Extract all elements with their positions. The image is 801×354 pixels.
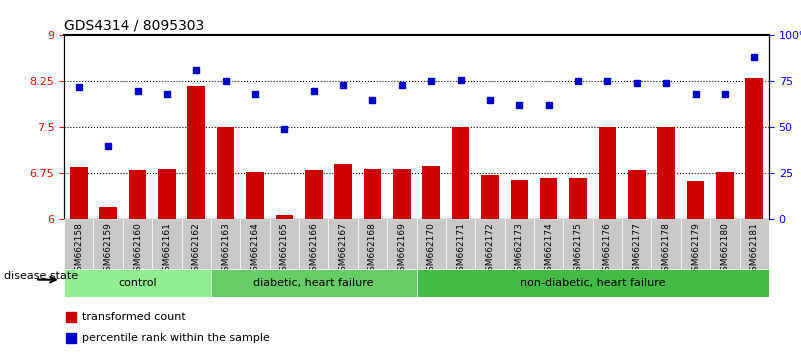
FancyBboxPatch shape — [94, 219, 123, 269]
Text: GDS4314 / 8095303: GDS4314 / 8095303 — [64, 19, 204, 33]
Text: GSM662170: GSM662170 — [427, 222, 436, 277]
FancyBboxPatch shape — [534, 219, 563, 269]
Text: GSM662168: GSM662168 — [368, 222, 377, 277]
Bar — [217, 127, 235, 354]
Text: GSM662179: GSM662179 — [691, 222, 700, 277]
Text: disease state: disease state — [4, 271, 78, 281]
Text: GSM662165: GSM662165 — [280, 222, 289, 277]
Text: GSM662180: GSM662180 — [720, 222, 730, 277]
FancyBboxPatch shape — [593, 219, 622, 269]
Bar — [70, 167, 87, 354]
FancyBboxPatch shape — [475, 219, 505, 269]
Text: GSM662177: GSM662177 — [632, 222, 642, 277]
Text: GSM662166: GSM662166 — [309, 222, 318, 277]
Text: percentile rank within the sample: percentile rank within the sample — [82, 333, 270, 343]
Bar — [305, 170, 323, 354]
Text: GSM662173: GSM662173 — [515, 222, 524, 277]
FancyBboxPatch shape — [123, 219, 152, 269]
Bar — [422, 166, 440, 354]
Bar — [716, 172, 734, 354]
Text: GSM662178: GSM662178 — [662, 222, 670, 277]
FancyBboxPatch shape — [387, 219, 417, 269]
Bar — [364, 169, 381, 354]
FancyBboxPatch shape — [211, 219, 240, 269]
FancyBboxPatch shape — [505, 219, 534, 269]
Text: GSM662164: GSM662164 — [251, 222, 260, 277]
Bar — [746, 78, 763, 354]
FancyBboxPatch shape — [446, 219, 475, 269]
Bar — [658, 127, 675, 354]
FancyBboxPatch shape — [211, 269, 417, 297]
Text: diabetic, heart failure: diabetic, heart failure — [253, 278, 374, 288]
Text: GSM662181: GSM662181 — [750, 222, 759, 277]
FancyBboxPatch shape — [299, 219, 328, 269]
FancyBboxPatch shape — [328, 219, 358, 269]
Text: GSM662172: GSM662172 — [485, 222, 494, 277]
FancyBboxPatch shape — [270, 219, 299, 269]
Text: GSM662159: GSM662159 — [103, 222, 113, 277]
Text: GSM662162: GSM662162 — [191, 222, 201, 277]
Text: non-diabetic, heart failure: non-diabetic, heart failure — [520, 278, 666, 288]
Text: GSM662158: GSM662158 — [74, 222, 83, 277]
Text: GSM662176: GSM662176 — [603, 222, 612, 277]
Text: GSM662174: GSM662174 — [544, 222, 553, 277]
Bar — [246, 172, 264, 354]
FancyBboxPatch shape — [152, 219, 182, 269]
Text: GSM662163: GSM662163 — [221, 222, 230, 277]
FancyBboxPatch shape — [64, 269, 211, 297]
Bar — [393, 169, 411, 354]
FancyBboxPatch shape — [622, 219, 651, 269]
Bar — [628, 170, 646, 354]
Text: GSM662161: GSM662161 — [163, 222, 171, 277]
Text: GSM662175: GSM662175 — [574, 222, 582, 277]
Text: GSM662167: GSM662167 — [339, 222, 348, 277]
Bar — [158, 169, 175, 354]
FancyBboxPatch shape — [417, 269, 769, 297]
Bar — [686, 181, 704, 354]
FancyBboxPatch shape — [681, 219, 710, 269]
FancyBboxPatch shape — [358, 219, 387, 269]
Bar — [187, 86, 205, 354]
FancyBboxPatch shape — [739, 219, 769, 269]
Bar — [481, 175, 499, 354]
FancyBboxPatch shape — [710, 219, 739, 269]
Bar — [598, 127, 616, 354]
Bar — [334, 164, 352, 354]
Bar — [99, 207, 117, 354]
Text: control: control — [119, 278, 157, 288]
Text: transformed count: transformed count — [82, 312, 186, 322]
FancyBboxPatch shape — [417, 219, 446, 269]
Bar — [276, 215, 293, 354]
FancyBboxPatch shape — [240, 219, 270, 269]
Bar — [570, 178, 587, 354]
Bar — [540, 178, 557, 354]
Text: GSM662171: GSM662171 — [456, 222, 465, 277]
Bar — [510, 179, 528, 354]
FancyBboxPatch shape — [182, 219, 211, 269]
Bar — [452, 127, 469, 354]
FancyBboxPatch shape — [563, 219, 593, 269]
FancyBboxPatch shape — [651, 219, 681, 269]
Bar — [129, 170, 147, 354]
Text: GSM662160: GSM662160 — [133, 222, 142, 277]
Text: GSM662169: GSM662169 — [397, 222, 406, 277]
FancyBboxPatch shape — [64, 219, 94, 269]
